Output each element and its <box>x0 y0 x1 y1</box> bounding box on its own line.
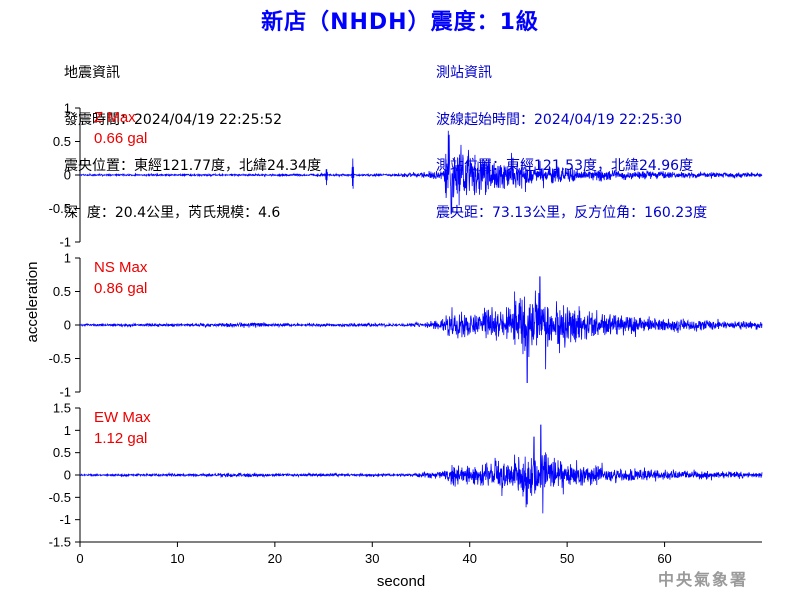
y-tick-label: -0.5 <box>49 351 71 366</box>
waveform-ew <box>79 424 763 514</box>
y-tick-label: 1 <box>64 101 71 116</box>
station-info: 測站資訊 波線起始時間：2024/04/19 22:25:30 測站位置：東經1… <box>436 35 707 237</box>
waveform-z <box>79 130 763 215</box>
y-tick-label: -1 <box>59 512 71 527</box>
y-tick-label: 0.5 <box>53 134 71 149</box>
distance-azimuth: 震央距：73.13公里，反方位角：160.23度 <box>436 204 708 221</box>
y-tick-label: -1 <box>59 235 71 250</box>
x-tick-label: 40 <box>462 551 476 566</box>
y-tick-label: 1.5 <box>53 401 71 416</box>
max-value: 1.12 gal <box>94 430 147 447</box>
y-tick-label: 1 <box>64 423 71 438</box>
x-tick-label: 0 <box>76 551 83 566</box>
x-tick-label: 10 <box>170 551 184 566</box>
max-title: Z Max <box>94 109 136 126</box>
max-title: NS Max <box>94 259 148 276</box>
x-tick-label: 60 <box>657 551 671 566</box>
depth-magnitude: 深 度：20.4公里，芮氏規模：4.6 <box>64 204 281 221</box>
x-tick-label: 30 <box>365 551 379 566</box>
y-tick-label: 0.5 <box>53 445 71 460</box>
waveform-ns <box>79 276 763 384</box>
origin-time: 發震時間：2024/04/19 22:25:52 <box>64 111 283 128</box>
x-axis-label: second <box>377 573 425 590</box>
y-tick-label: 0 <box>64 318 71 333</box>
y-tick-label: -1 <box>59 385 71 400</box>
page-title: 新店（NHDH）震度：1級 <box>261 10 539 35</box>
y-tick-label: 0.5 <box>53 284 71 299</box>
x-tick-label: 50 <box>560 551 574 566</box>
max-value: 0.86 gal <box>94 280 147 297</box>
wave-start-time: 波線起始時間：2024/04/19 22:25:30 <box>436 111 683 128</box>
y-tick-label: -1.5 <box>49 535 71 550</box>
y-tick-label: 0 <box>64 168 71 183</box>
epicenter-location: 震央位置：東經121.77度，北緯24.34度 <box>64 158 322 174</box>
agency-mark: 中央氣象署 <box>657 570 748 589</box>
y-tick-label: 1 <box>64 251 71 266</box>
y-tick-label: -0.5 <box>49 201 71 216</box>
quake-info: 地震資訊 發震時間：2024/04/19 22:25:52 震央位置：東經121… <box>64 35 321 237</box>
max-value: 0.66 gal <box>94 130 147 147</box>
station-info-heading: 測站資訊 <box>436 65 492 81</box>
quake-info-heading: 地震資訊 <box>64 65 120 81</box>
y-axis-label: acceleration <box>24 262 41 343</box>
y-tick-label: -0.5 <box>49 490 71 505</box>
x-tick-label: 20 <box>268 551 282 566</box>
y-tick-label: 0 <box>64 468 71 483</box>
max-title: EW Max <box>94 409 151 426</box>
